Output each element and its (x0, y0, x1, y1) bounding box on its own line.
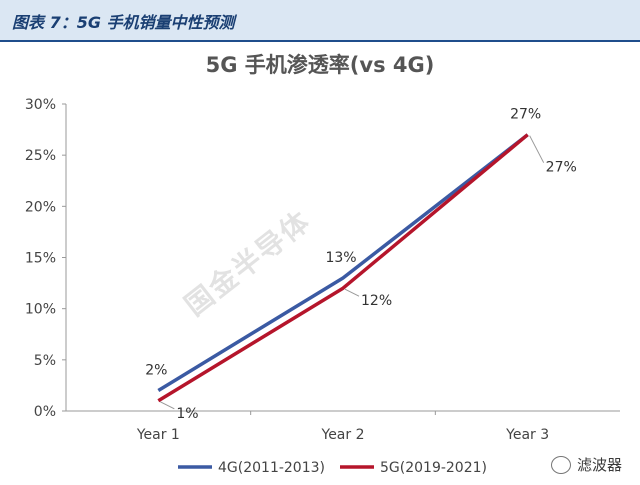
data-label-leader-5g (344, 288, 360, 297)
x-tick-label: Year 3 (505, 427, 549, 443)
figure-header: 图表 7：5G 手机销量中性预测 (0, 0, 640, 42)
legend-label-5g: 5G(2019-2021) (380, 460, 487, 476)
data-label-leader-5g (529, 135, 545, 163)
legend-label-4g: 4G(2011-2013) (218, 460, 325, 476)
data-label-4g: 27% (510, 107, 541, 123)
x-tick-label: Year 2 (321, 427, 365, 443)
corner-brand-label: 滤波器 (576, 456, 622, 474)
data-label-5g: 27% (546, 160, 577, 176)
series-line-4g (157, 133, 529, 393)
y-tick-label: 10% (25, 302, 56, 318)
chart-title: 5G 手机渗透率(vs 4G) (206, 53, 435, 77)
data-label-leader-5g (160, 401, 175, 410)
data-label-5g: 12% (361, 293, 392, 309)
figure-caption: 图表 7：5G 手机销量中性预测 (12, 13, 235, 32)
data-label-5g: 1% (176, 406, 198, 422)
y-tick-label: 5% (34, 353, 56, 369)
chart-area: 5G 手机渗透率(vs 4G) 0% 5% 10% 15% 20% 25% 30% Year 1… (0, 42, 640, 485)
chat-icon (550, 455, 571, 474)
y-tick-label: 0% (34, 404, 56, 420)
series-line-5g (157, 133, 529, 403)
y-tick-label: 20% (25, 199, 56, 215)
data-label-4g: 2% (145, 363, 167, 379)
y-tick-label: 15% (25, 251, 56, 267)
corner-brand: 滤波器 (550, 454, 622, 475)
y-tick-label: 25% (25, 148, 56, 164)
x-tick-label: Year 1 (136, 427, 180, 443)
y-tick-label: 30% (25, 97, 56, 113)
data-label-4g: 13% (325, 250, 356, 266)
line-chart: 5G 手机渗透率(vs 4G) 0% 5% 10% 15% 20% 25% 30% Year 1… (25, 53, 620, 476)
